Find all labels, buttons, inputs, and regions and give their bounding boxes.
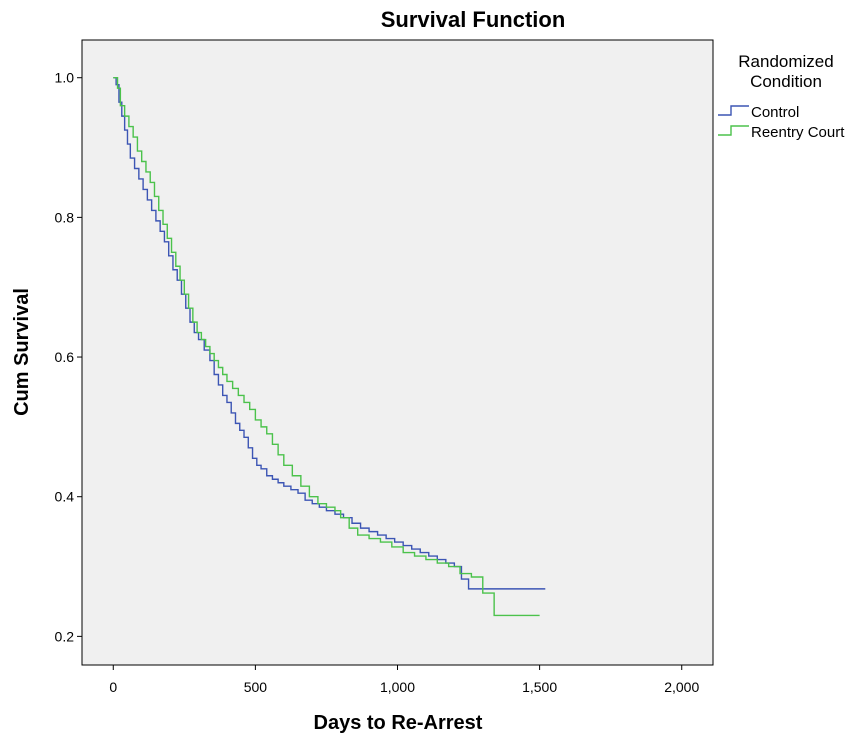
legend-item-control-swatch [718, 105, 749, 116]
y-tick-label: 0.4 [55, 489, 75, 505]
x-axis: 0 500 1,000 1,500 2,000 [109, 665, 699, 695]
y-tick-label: 1.0 [55, 70, 75, 86]
x-tick-label: 0 [109, 679, 117, 695]
legend-item-control-label: Control [751, 104, 799, 121]
x-tick-label: 1,000 [380, 679, 415, 695]
series-line-control [113, 77, 546, 590]
plot-area [81, 39, 714, 666]
y-tick-label: 0.8 [55, 209, 75, 225]
series-layer [113, 77, 546, 617]
legend-item-control: Control [718, 104, 799, 121]
x-tick-label: 1,500 [522, 679, 557, 695]
y-tick-label: 0.2 [55, 628, 75, 644]
x-tick-label: 500 [244, 679, 268, 695]
y-axis-title: Cum Survival [11, 288, 33, 416]
series-line-reentry-court [113, 77, 540, 617]
legend-title-line-1: Randomized [738, 52, 833, 71]
y-tick-label: 0.6 [55, 349, 75, 365]
legend-item-reentry-court-label: Reentry Court [751, 124, 845, 141]
x-axis-title: Days to Re-Arrest [314, 712, 483, 734]
y-axis: 0.2 0.4 0.6 0.8 1.0 [55, 70, 82, 644]
legend: Randomized Condition Control Reentry Cour… [718, 52, 845, 141]
legend-item-reentry-court: Reentry Court [718, 124, 845, 141]
legend-title-line-2: Condition [750, 72, 822, 91]
legend-item-reentry-court-swatch [718, 125, 749, 136]
x-tick-label: 2,000 [664, 679, 699, 695]
chart-title: Survival Function [381, 7, 566, 32]
